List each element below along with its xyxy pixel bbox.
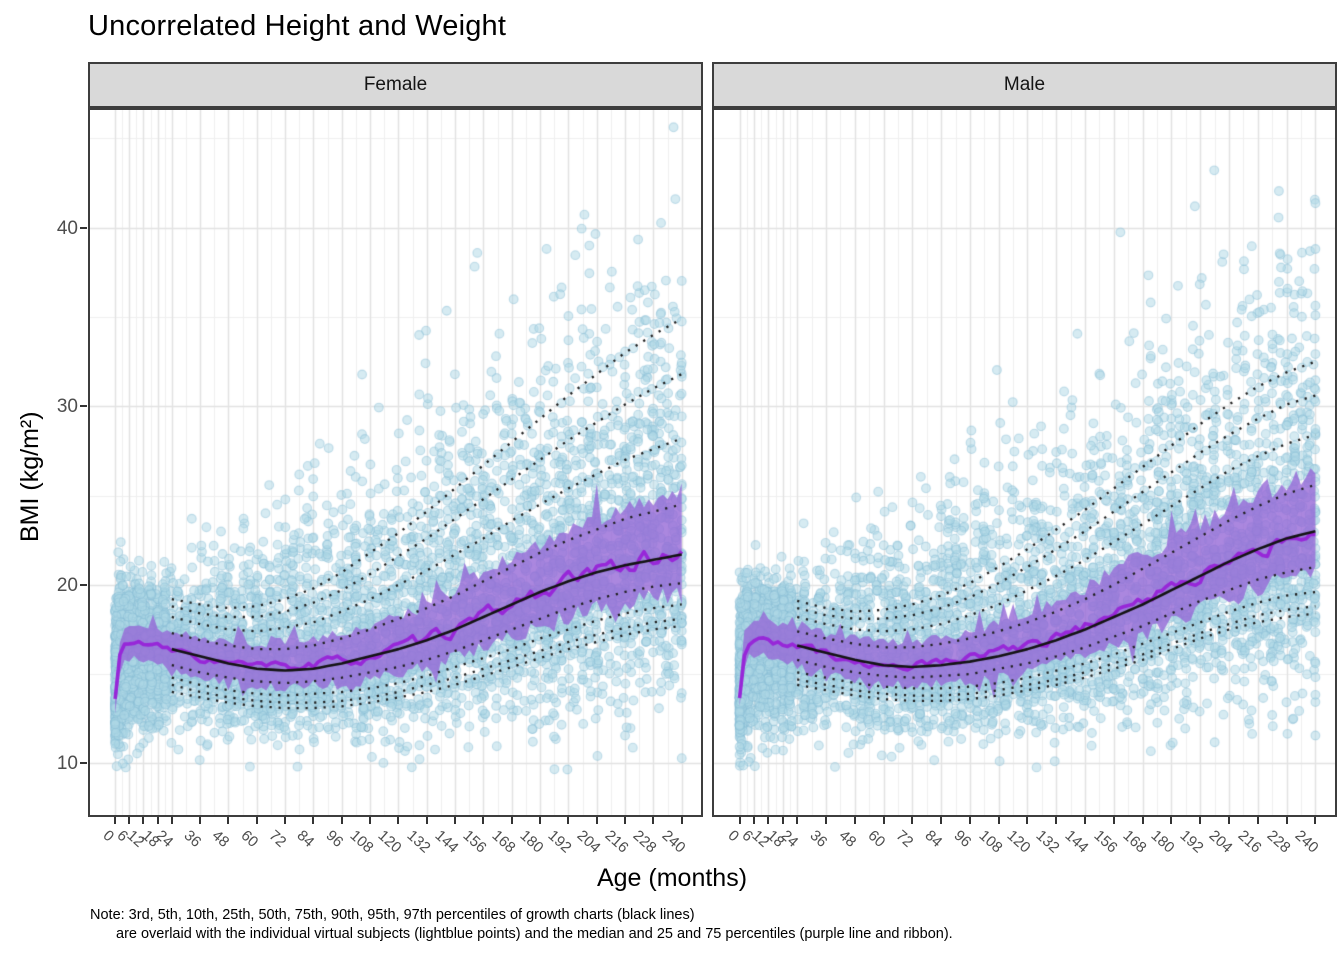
x-tick-mark [796, 817, 799, 824]
y-tick-mark [80, 405, 87, 408]
y-tick-mark [80, 226, 87, 229]
x-tick-mark [752, 817, 755, 824]
x-tick-mark [968, 817, 971, 824]
x-tick-mark [824, 817, 827, 824]
x-tick-mark [738, 817, 741, 824]
y-tick-label-30: 30 [56, 396, 78, 418]
x-tick-mark [680, 817, 683, 824]
x-tick-mark [114, 817, 117, 824]
x-tick-mark [142, 817, 145, 824]
facet-strip-male: Male [712, 62, 1337, 108]
x-tick-mark [853, 817, 856, 824]
x-tick-mark [128, 817, 131, 824]
x-tick-mark [510, 817, 513, 824]
x-tick-mark [1141, 817, 1144, 824]
x-tick-mark [1228, 817, 1231, 824]
x-tick-mark [312, 817, 315, 824]
x-tick-mark [454, 817, 457, 824]
x-tick-mark [1314, 817, 1317, 824]
x-tick-mark [369, 817, 372, 824]
x-tick-mark [340, 817, 343, 824]
x-tick-mark [156, 817, 159, 824]
x-tick-mark [539, 817, 542, 824]
x-tick-mark [199, 817, 202, 824]
note-line-1: Note: 3rd, 5th, 10th, 25th, 50th, 75th, … [90, 907, 695, 923]
x-tick-mark [624, 817, 627, 824]
x-tick-mark [255, 817, 258, 824]
x-tick-mark [284, 817, 287, 824]
x-tick-mark [482, 817, 485, 824]
y-tick-mark [80, 583, 87, 586]
x-tick-mark [397, 817, 400, 824]
facet-label-male: Male [1003, 74, 1046, 95]
facet-strip-female: Female [88, 62, 703, 108]
x-tick-mark [911, 817, 914, 824]
x-tick-mark [997, 817, 1000, 824]
x-tick-mark [1285, 817, 1288, 824]
x-tick-mark [940, 817, 943, 824]
facet-label-female: Female [363, 74, 428, 95]
x-tick-mark [1055, 817, 1058, 824]
x-tick-mark [652, 817, 655, 824]
x-axis-title: Age (months) [596, 864, 748, 892]
x-tick-mark [1026, 817, 1029, 824]
y-axis-title: BMI (kg/m²) [16, 411, 44, 542]
x-tick-mark [425, 817, 428, 824]
x-tick-mark [882, 817, 885, 824]
x-tick-mark [1256, 817, 1259, 824]
x-tick-mark [1112, 817, 1115, 824]
x-tick-mark [1084, 817, 1087, 824]
note-line-2: are overlaid with the individual virtual… [116, 926, 953, 942]
x-tick-mark [595, 817, 598, 824]
y-tick-label-20: 20 [56, 574, 78, 596]
y-tick-mark [80, 762, 87, 765]
note-text: Note: 3rd, 5th, 10th, 25th, 50th, 75th, … [90, 906, 953, 944]
x-tick-mark [1170, 817, 1173, 824]
x-tick-mark [781, 817, 784, 824]
y-tick-label-40: 40 [56, 217, 78, 239]
y-tick-label-10: 10 [56, 753, 78, 775]
chart-title: Uncorrelated Height and Weight [88, 10, 507, 42]
x-tick-mark [567, 817, 570, 824]
x-tick-mark [170, 817, 173, 824]
x-tick-mark [227, 817, 230, 824]
x-tick-mark [767, 817, 770, 824]
x-tick-mark [1199, 817, 1202, 824]
